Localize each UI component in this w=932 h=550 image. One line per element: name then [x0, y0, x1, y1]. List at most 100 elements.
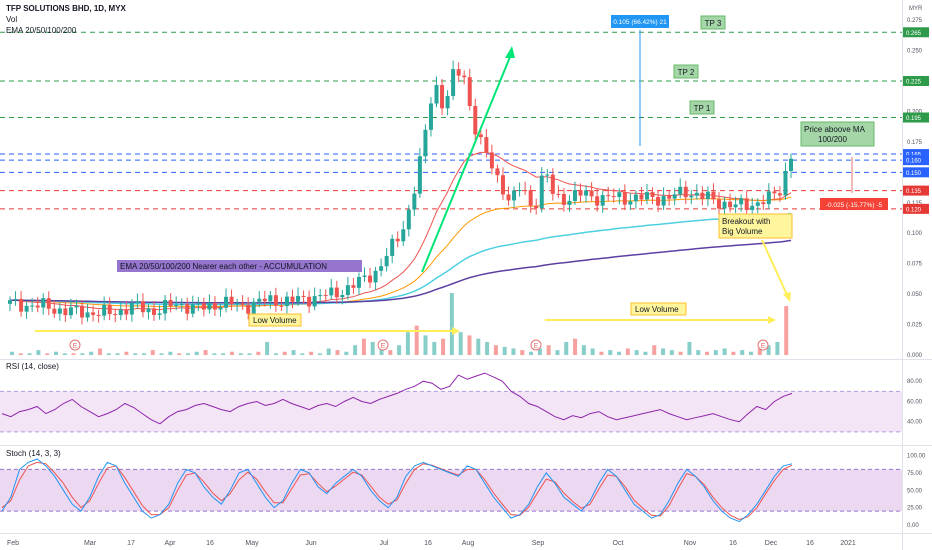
- price-tick-label: 0.250: [907, 49, 923, 55]
- candle-body: [212, 302, 217, 310]
- candle-body: [611, 196, 616, 198]
- price-level-tag: [903, 167, 929, 178]
- volume-bar: [537, 348, 542, 355]
- earnings-marker[interactable]: E: [377, 339, 389, 351]
- candle-body: [323, 295, 328, 297]
- candle-body: [534, 205, 539, 209]
- candle-body: [451, 69, 456, 96]
- volume-bar: [573, 338, 578, 355]
- volume-bar: [36, 350, 41, 355]
- rsi-tick-label: 60.00: [907, 399, 923, 405]
- candle-body: [733, 204, 738, 208]
- volume-bar: [317, 353, 322, 355]
- candle-body: [340, 295, 345, 298]
- low-volume-note-left[interactable]: Low Volume: [248, 313, 302, 327]
- candle-body: [711, 191, 716, 200]
- volume-indicator-label[interactable]: Vol: [6, 15, 17, 24]
- candle-body: [462, 75, 467, 78]
- svg-text:TP 1: TP 1: [694, 104, 711, 113]
- volume-bar: [45, 353, 50, 355]
- candle-body: [556, 193, 561, 195]
- candle-body: [744, 198, 749, 211]
- candle-body: [750, 205, 755, 211]
- candle-body: [528, 190, 533, 206]
- candle-body: [24, 305, 29, 312]
- price-level-tag-label: 0.120: [906, 207, 922, 213]
- date-tick-label: 16: [206, 540, 214, 547]
- currency-label: MYR: [909, 6, 923, 12]
- candle-body: [495, 168, 500, 176]
- price-tick-label: 0.025: [907, 323, 923, 329]
- volume-bar: [273, 353, 278, 355]
- tp2-label[interactable]: TP 2: [673, 64, 699, 79]
- candle-body: [589, 190, 594, 197]
- candle-body: [118, 309, 123, 316]
- volume-bar: [229, 351, 234, 355]
- svg-text:Low Volume: Low Volume: [635, 305, 679, 314]
- volume-bar: [511, 348, 516, 355]
- date-tick-label: Nov: [684, 540, 697, 547]
- volume-bar: [10, 351, 14, 355]
- earnings-marker[interactable]: E: [757, 339, 769, 351]
- volume-bar: [749, 351, 754, 355]
- tp3-label[interactable]: TP 3: [700, 15, 726, 30]
- svg-text:Price aboove MA: Price aboove MA: [804, 125, 866, 134]
- candle-body: [373, 270, 378, 283]
- date-tick-label: May: [245, 540, 259, 547]
- stoch-tick-label: 100.00: [907, 453, 926, 459]
- candle-body: [412, 193, 417, 210]
- price-above-ma-note[interactable]: Price aboove MA 100/200: [800, 121, 875, 147]
- volume-bar: [722, 348, 727, 355]
- tp1-label[interactable]: TP 1: [689, 100, 715, 115]
- candle-body: [345, 285, 350, 296]
- candle-body: [207, 302, 212, 310]
- volume-bar: [757, 348, 762, 355]
- candle-body: [417, 156, 422, 194]
- volume-bars-layer: [10, 293, 789, 355]
- rsi-indicator-label[interactable]: RSI (14, close): [6, 362, 59, 371]
- candle-body: [473, 105, 478, 135]
- candle-body: [644, 192, 649, 200]
- candle-body: [262, 298, 267, 302]
- breakout-arrow: [761, 239, 789, 298]
- volume-bar: [766, 345, 771, 355]
- candle-body: [19, 298, 24, 312]
- price-level-tag: [903, 27, 929, 38]
- candle-body: [368, 275, 373, 283]
- candle-body: [113, 314, 118, 316]
- breakout-note[interactable]: Breakout with Big Volume: [718, 213, 793, 239]
- volume-bar: [502, 346, 507, 355]
- accumulation-note[interactable]: EMA 20/50/100/200 Nearer each other - AC…: [117, 260, 362, 272]
- candle-body: [656, 196, 661, 206]
- gain-measure-label[interactable]: 0.105 (66.42%) 21: [611, 15, 669, 28]
- candle-body: [91, 312, 96, 315]
- arrow-down-icon: [783, 292, 791, 302]
- earnings-marker[interactable]: E: [69, 339, 81, 351]
- candle-body: [722, 201, 727, 209]
- volume-bar: [106, 353, 111, 355]
- rsi-band: [0, 391, 902, 432]
- candle-body: [251, 301, 256, 314]
- low-volume-note-right[interactable]: Low Volume: [630, 302, 687, 316]
- ema-indicator-label[interactable]: EMA 20/50/100/200: [6, 26, 77, 35]
- volume-bar: [784, 306, 789, 355]
- candle-body: [678, 186, 683, 195]
- volume-bar: [221, 353, 226, 355]
- candle-body: [561, 193, 566, 205]
- date-tick-label: Jul: [380, 540, 389, 547]
- price-level-tag: [903, 112, 929, 123]
- candle-body: [307, 296, 312, 307]
- volume-bar: [696, 350, 701, 355]
- volume-bar: [476, 338, 481, 355]
- volume-bar: [185, 353, 190, 355]
- date-tick-label: Mar: [84, 540, 97, 547]
- svg-text:100/200: 100/200: [818, 135, 847, 144]
- candle-body: [135, 301, 140, 303]
- volume-bar: [353, 345, 358, 355]
- candle-body: [201, 303, 206, 310]
- earnings-marker[interactable]: E: [530, 339, 542, 351]
- loss-measure-label[interactable]: -0.025 (-15.77%) -5: [820, 198, 888, 210]
- stoch-indicator-label[interactable]: Stoch (14, 3, 3): [6, 449, 61, 458]
- candle-body: [406, 209, 411, 230]
